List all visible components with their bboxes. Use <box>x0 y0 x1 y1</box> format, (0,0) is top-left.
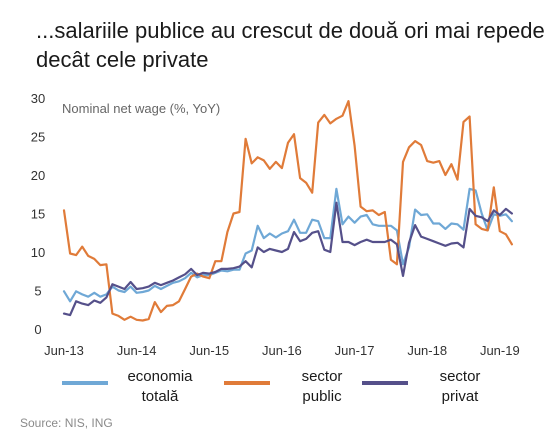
x-tick-label: Jun-19 <box>480 343 520 358</box>
y-tick-label: 0 <box>34 322 41 337</box>
x-tick-label: Jun-17 <box>335 343 375 358</box>
source-note: Source: NIS, ING <box>20 416 113 430</box>
legend: economia totală sector public sector privat <box>62 368 480 405</box>
legend-label: privat <box>442 388 480 405</box>
x-tick-label: Jun-16 <box>262 343 302 358</box>
series-line-1 <box>62 99 513 322</box>
legend-label: totală <box>142 388 179 405</box>
y-tick-label: 20 <box>31 168 45 183</box>
y-tick-label: 10 <box>31 245 45 260</box>
x-axis: Jun-13 Jun-14 Jun-15 Jun-16 Jun-17 Jun-18 Jun-… <box>44 343 520 358</box>
y-tick-label: 5 <box>34 284 41 299</box>
y-tick-label: 30 <box>31 91 45 106</box>
legend-label: public <box>302 388 342 405</box>
plot-area <box>62 99 513 322</box>
x-tick-label: Jun-18 <box>407 343 447 358</box>
x-tick-label: Jun-13 <box>44 343 84 358</box>
y-tick-label: 25 <box>31 130 45 145</box>
chart-title: ...salariile publice au crescut de două … <box>36 18 545 72</box>
y-axis-label: Nominal net wage (%, YoY) <box>62 101 220 116</box>
series-line-0 <box>62 187 513 303</box>
y-axis: 0 5 10 15 20 25 30 <box>31 91 45 337</box>
x-tick-label: Jun-14 <box>117 343 157 358</box>
legend-label: sector <box>302 368 343 385</box>
x-tick-label: Jun-15 <box>189 343 229 358</box>
y-tick-label: 15 <box>31 207 45 222</box>
legend-label: sector <box>440 368 481 385</box>
legend-label: economia <box>127 368 193 385</box>
series-line-2 <box>62 201 513 317</box>
